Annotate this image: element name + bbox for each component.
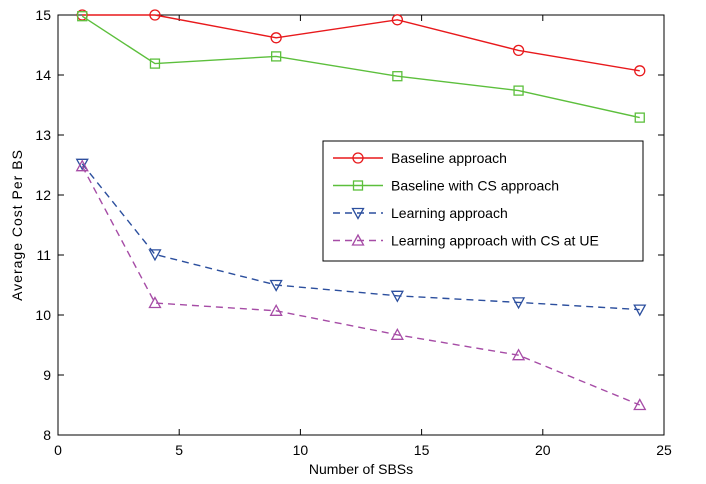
y-tick-label: 13 — [35, 127, 51, 143]
data-point — [149, 9, 161, 21]
series-line — [82, 14, 640, 72]
legend-label: Learning approach — [391, 205, 508, 221]
legend-marker — [351, 233, 365, 246]
data-point — [513, 85, 524, 96]
data-point — [148, 296, 162, 309]
data-point — [512, 44, 525, 57]
data-point — [633, 304, 647, 317]
series-line — [81, 163, 640, 311]
y-tick-label: 15 — [35, 7, 51, 23]
data-point — [390, 290, 404, 303]
data-point — [392, 71, 403, 82]
series-line — [81, 15, 640, 119]
axis-ticks: 0 5 10 15 20 25 8 9 10 11 12 13 14 15 — [35, 7, 672, 458]
data-point — [270, 32, 282, 44]
data-point — [149, 58, 161, 69]
y-tick-label: 9 — [43, 367, 51, 383]
y-tick-label: 11 — [36, 247, 51, 263]
legend-marker — [352, 180, 364, 191]
series-3 — [75, 158, 647, 317]
y-tick-label: 12 — [35, 187, 51, 203]
data-point — [634, 112, 645, 123]
series-1 — [76, 9, 646, 77]
x-tick-label: 10 — [293, 442, 309, 458]
data-point — [271, 51, 282, 62]
x-tick-label: 5 — [175, 442, 183, 458]
series-2 — [77, 11, 645, 123]
x-tick-label: 0 — [54, 442, 62, 458]
legend: Baseline approach Baseline with CS approa… — [322, 140, 644, 262]
data-point — [75, 158, 89, 171]
x-tick-label: 25 — [656, 442, 672, 458]
x-axis-title: Number of SBSs — [309, 461, 413, 477]
legend-label: Learning approach with CS at UE — [391, 233, 599, 249]
legend-box — [322, 140, 644, 262]
data-point — [634, 65, 646, 77]
y-tick-label: 10 — [35, 307, 51, 323]
legend-label: Baseline approach — [391, 150, 507, 166]
legend-marker — [352, 152, 364, 164]
y-tick-label: 8 — [43, 427, 51, 443]
y-tick-label: 14 — [35, 67, 51, 83]
data-point — [633, 398, 647, 411]
data-point — [511, 348, 526, 361]
data-point — [511, 297, 526, 310]
data-point — [148, 249, 162, 262]
data-point — [269, 279, 283, 292]
plot-area-frame — [57, 14, 665, 436]
series-line — [81, 165, 641, 406]
data-point — [390, 327, 404, 340]
data-point — [391, 14, 404, 26]
x-tick-label: 20 — [535, 442, 551, 458]
series-layer — [75, 9, 647, 411]
data-point — [75, 159, 89, 172]
x-tick-label: 15 — [414, 442, 430, 458]
legend-marker — [351, 207, 365, 220]
data-point — [77, 11, 88, 22]
series-4 — [75, 159, 647, 411]
data-point — [269, 303, 283, 316]
y-axis-title: Average Cost Per BS — [9, 149, 25, 301]
legend-label: Baseline with CS approach — [391, 178, 559, 194]
